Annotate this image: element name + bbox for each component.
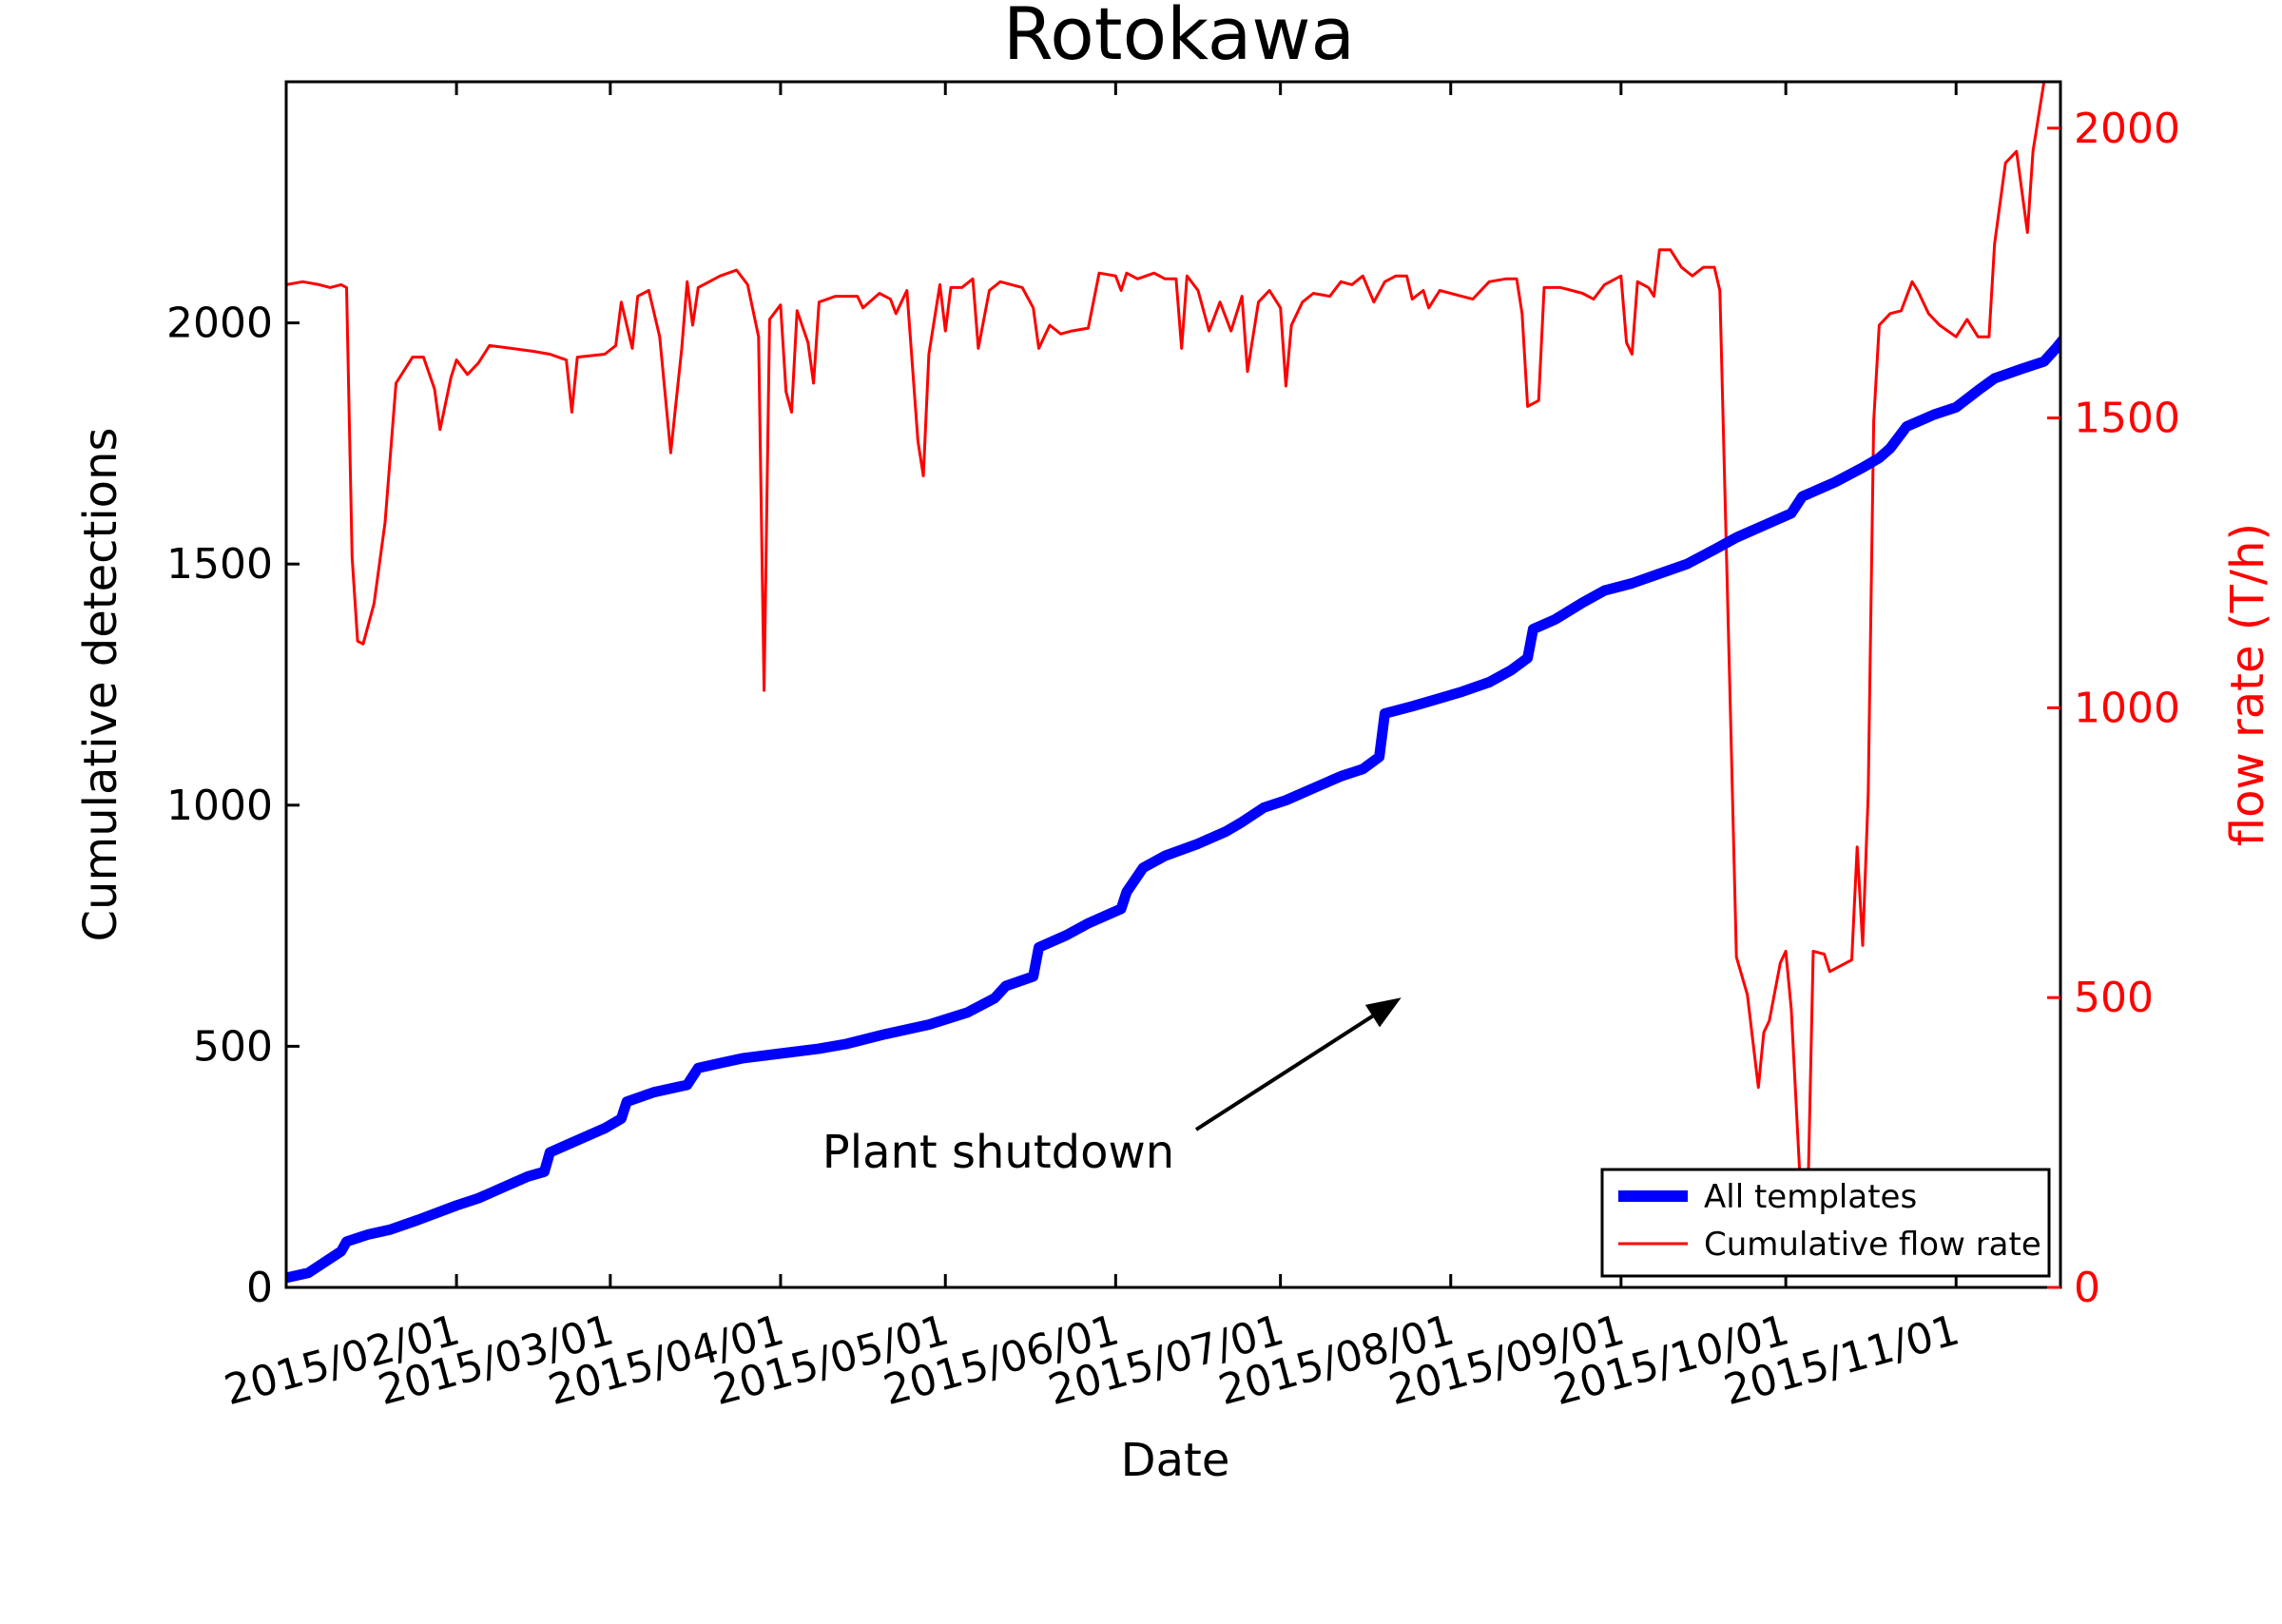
right-tick-label: 2000 — [2074, 105, 2180, 153]
detections-series-layer — [286, 334, 2060, 1284]
right-tick-label: 500 — [2074, 974, 2154, 1022]
right-y-axis-label: flow rate (T/h) — [2221, 523, 2274, 846]
left-y-axis-label: Cumulative detections — [74, 428, 127, 942]
right-tick-label: 0 — [2074, 1264, 2100, 1312]
left-tick-label: 500 — [193, 1022, 273, 1071]
right-y-axis: 0 500 1000 1500 2000 — [2047, 105, 2180, 1312]
series-line-cumulative-flow-rate — [286, 82, 2060, 1226]
right-tick-label: 1500 — [2074, 395, 2180, 443]
x-axis-label: Date — [1121, 1434, 1230, 1487]
annotation-text: Plant shutdown — [822, 1126, 1174, 1179]
left-tick-label: 0 — [246, 1264, 273, 1312]
plot-frame — [284, 80, 2062, 1289]
left-y-axis: 0 500 1000 1500 2000 — [166, 300, 300, 1312]
annotation-arrow-shaft — [1194, 1015, 1374, 1131]
legend-label-all-templates: All templates — [1704, 1178, 1917, 1216]
left-tick-label: 1000 — [166, 782, 273, 830]
left-tick-label: 2000 — [166, 300, 273, 348]
legend-label-flow-rate: Cumulative flow rate — [1704, 1226, 2041, 1264]
annotation-arrow-head — [1364, 997, 1402, 1028]
legend: All templates Cumulative flow rate — [1600, 1168, 2051, 1278]
flow-rate-series-layer — [286, 82, 2060, 1226]
right-tick-label: 1000 — [2074, 684, 2180, 732]
chart-title: Rotokawa — [1003, 0, 1355, 76]
annotation: Plant shutdown — [822, 997, 1402, 1179]
left-tick-label: 1500 — [166, 540, 273, 589]
series-line-all-templates — [286, 334, 2060, 1284]
legend-box — [1600, 1168, 2051, 1278]
